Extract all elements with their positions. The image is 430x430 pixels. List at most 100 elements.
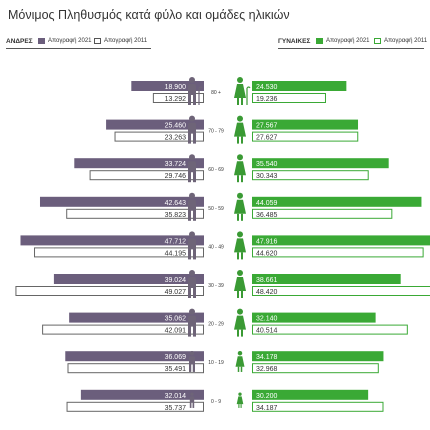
bar-women-2011 [252,93,326,103]
person-leg [189,401,192,408]
person-leg [241,291,243,298]
label-women-2021: 30.200 [256,393,278,400]
person-torso [188,315,196,327]
female-person-icon [235,350,245,372]
bar-women-2011 [252,208,393,219]
female-person-icon [234,77,251,105]
legend-women-2011-label: Απογραφή 2011 [384,38,428,44]
person-torso [188,238,196,250]
bar-men-2011 [15,286,204,296]
male-person-icon [188,231,196,260]
person-head [237,192,243,199]
person-torso [188,84,196,95]
label-men-2011: 35.823 [165,212,187,219]
label-men-2011: 35.737 [165,405,187,412]
person-torso [189,356,195,365]
cane-icon [246,86,251,105]
bar-men-2021 [131,81,204,91]
bar-men-2021 [74,158,205,169]
bar-women-2021 [252,389,369,400]
person-torso [188,161,196,173]
person-dress [234,84,246,98]
label-women-2011: 36.485 [256,212,278,219]
bar-women-2021 [252,312,376,323]
female-person-icon [234,192,246,221]
label-men-2011: 23.263 [165,135,187,142]
bar-men-2011 [89,170,204,181]
person-leg [241,98,243,105]
person-head [189,115,195,122]
bar-men-2011 [66,208,204,219]
male-person-icon [189,350,195,372]
person-dress [234,199,246,214]
age-group-label: 70 - 79 [208,129,224,135]
label-men-2011: 13.292 [165,96,187,103]
bar-women-2011 [252,247,424,258]
bar-men-2021 [65,351,205,362]
bar-women-2021 [252,274,401,284]
legend-women-label: ΓΥΝΑΙΚΕΣ [278,38,311,45]
label-men-2011: 29.746 [165,173,187,180]
label-men-2011: 49.027 [165,289,187,296]
person-leg [241,136,243,144]
bar-men-2021 [20,235,204,246]
age-group-label: 30 - 39 [208,283,224,289]
bar-women-2011 [252,131,359,142]
person-leg [237,136,239,144]
person-leg [240,404,242,408]
female-person-icon [234,115,246,144]
female-person-icon [234,308,246,337]
label-women-2011: 40.514 [256,328,278,335]
label-women-2011: 44.620 [256,250,278,257]
person-leg [192,401,195,408]
label-women-2021: 32.140 [256,316,278,323]
person-leg [240,366,243,372]
bar-men-2021 [80,389,204,400]
female-person-icon [236,392,244,408]
person-leg [241,175,243,183]
male-person-icon [188,115,196,144]
cane-icon [198,86,203,105]
person-leg [193,132,196,144]
age-group-label: 80 + [211,90,221,96]
bar-men-2021 [69,312,205,323]
label-women-2021: 38.661 [256,277,278,284]
male-person-icon [189,392,195,408]
person-leg [237,252,239,260]
person-leg [241,252,243,260]
age-group-label: 0 - 9 [211,399,221,405]
legend-men-label: ΑΝΔΡΕΣ [6,38,33,45]
legend-men-2011-label: Απογραφή 2011 [104,38,148,44]
bar-women-2021 [252,351,384,362]
label-men-2021: 36.069 [165,354,187,361]
label-men-2011: 42.091 [165,328,187,335]
label-women-2021: 35.540 [256,161,278,168]
chart-title: Μόνιμος Πληθυσμός κατά φύλο και ομάδες η… [8,8,290,22]
label-men-2011: 35.491 [165,366,187,373]
bar-women-2011 [252,363,379,374]
label-women-2011: 19.236 [256,96,278,103]
male-person-icon [188,192,196,221]
legend-women-2021-label: Απογραφή 2021 [326,38,370,44]
label-women-2011: 27.627 [256,135,278,142]
bar-women-2021 [252,235,430,246]
label-men-2021: 47.712 [165,238,187,245]
person-leg [193,171,196,183]
age-group-label: 20 - 29 [208,322,224,328]
person-torso [188,122,196,134]
person-dress [235,356,245,367]
person-leg [238,404,240,408]
person-head [190,392,194,396]
person-head [189,77,195,83]
bar-women-2011 [252,401,384,412]
bar-women-2011 [252,324,408,335]
person-head [237,350,243,356]
legend-men-2021-label: Απογραφή 2021 [48,38,92,44]
age-group-label: 50 - 59 [208,206,224,212]
person-leg [193,287,196,298]
bar-women-2021 [252,119,359,130]
label-women-2011: 34.187 [256,405,278,412]
bar-men-2011 [42,324,204,335]
bar-women-2011 [252,286,430,296]
